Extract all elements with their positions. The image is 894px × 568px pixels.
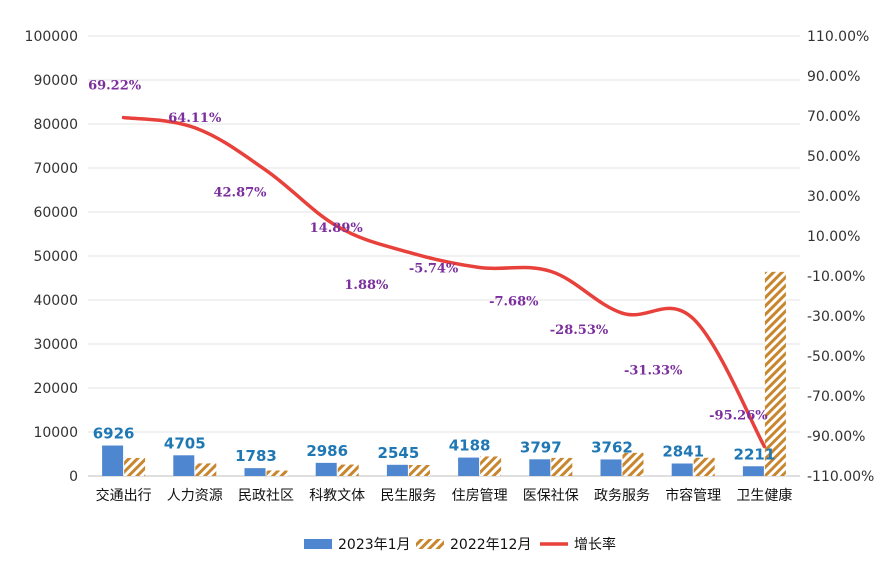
growth-rate-point xyxy=(549,269,553,273)
growth-rate-point xyxy=(406,250,410,254)
bar-2023-jan xyxy=(244,468,266,476)
rate-value-label: -28.53% xyxy=(550,323,609,338)
rate-value-label: 42.87% xyxy=(213,185,267,200)
legend: 2023年1月 2022年12月 增长率 xyxy=(304,536,616,553)
legend-swatch-2022-dec xyxy=(416,539,444,549)
left-tick-label: 80000 xyxy=(33,117,78,133)
category-label: 科教文体 xyxy=(309,488,365,504)
bar-labels: 6926 4705 1783 2986 2545 4188 3797 3762 2841 2211 xyxy=(93,425,776,466)
right-tick-label: 90.00% xyxy=(807,69,860,85)
growth-rate-path xyxy=(121,115,767,449)
right-tick-label: -50.00% xyxy=(807,349,865,365)
bar-value-label: 2986 xyxy=(306,442,348,460)
bar-2022-dec xyxy=(622,452,644,476)
legend-label-growth-rate: 增长率 xyxy=(574,536,616,553)
rate-value-label: -31.33% xyxy=(624,364,683,379)
growth-rate-point xyxy=(620,311,624,315)
bar-value-label: 2545 xyxy=(378,444,420,462)
category-axis: 交通出行 人力资源 民政社区 科教文体 民生服务 住房管理 医保社保 政务服务 市容管理 卫生健康 xyxy=(96,487,793,504)
left-tick-label: 90000 xyxy=(33,73,78,89)
bar-value-label: 2211 xyxy=(734,445,776,463)
legend-label-2022-dec: 2022年12月 xyxy=(450,537,531,553)
bar-2023-jan xyxy=(458,457,480,476)
rate-value-label: 64.11% xyxy=(168,111,222,126)
bar-2023-jan xyxy=(102,445,124,476)
category-label: 市容管理 xyxy=(665,487,721,504)
growth-rate-point xyxy=(478,265,482,269)
bar-value-label: 4188 xyxy=(449,437,491,455)
rate-value-label: 1.88% xyxy=(344,278,389,293)
right-tick-label: 110.00% xyxy=(807,29,869,45)
rate-value-label: 14.89% xyxy=(310,221,364,236)
bar-2022-dec xyxy=(764,271,786,476)
growth-rate-point xyxy=(762,445,766,449)
left-tick-label: 100000 xyxy=(25,29,78,45)
rate-value-label: 69.22% xyxy=(88,79,142,94)
bar-2023-jan xyxy=(529,459,551,476)
bar-value-label: 4705 xyxy=(164,434,206,452)
rate-value-label: -5.74% xyxy=(409,261,459,276)
right-tick-label: 50.00% xyxy=(807,149,860,165)
right-tick-label: -110.00% xyxy=(807,469,874,485)
growth-rate-point xyxy=(193,126,197,130)
category-label: 医保社保 xyxy=(523,488,579,504)
bar-value-label: 2841 xyxy=(662,442,704,460)
legend-label-2023-jan: 2023年1月 xyxy=(338,537,411,553)
growth-rate-point xyxy=(264,168,268,172)
right-tick-label: 10.00% xyxy=(807,229,860,245)
bar-2022-dec xyxy=(693,457,715,476)
right-axis: -110.00% -90.00% -70.00% -50.00% -30.00% -10.… xyxy=(807,29,874,485)
bar-2023-jan xyxy=(386,464,408,476)
bar-2022-dec xyxy=(408,465,430,476)
bar-2023-jan xyxy=(671,463,693,476)
left-tick-label: 20000 xyxy=(33,381,78,397)
category-label: 交通出行 xyxy=(96,487,152,504)
bar-value-label: 6926 xyxy=(93,425,135,443)
bar-value-label: 3762 xyxy=(591,438,633,456)
left-tick-label: 70000 xyxy=(33,161,78,177)
left-tick-label: 30000 xyxy=(33,337,78,353)
bar-2023-jan xyxy=(742,466,764,476)
gridlines xyxy=(88,35,800,477)
category-label: 政务服务 xyxy=(594,488,650,504)
bar-value-label: 3797 xyxy=(520,438,562,456)
category-label: 人力资源 xyxy=(167,488,223,504)
right-tick-label: 70.00% xyxy=(807,109,860,125)
rate-value-label: -7.68% xyxy=(489,294,539,309)
bar-2023-jan xyxy=(600,459,622,476)
bar-2022-dec xyxy=(266,470,288,476)
category-label: 卫生健康 xyxy=(736,487,792,504)
left-tick-label: 40000 xyxy=(33,293,78,309)
right-tick-label: -90.00% xyxy=(807,429,865,445)
bar-2022-dec xyxy=(195,463,217,476)
bars xyxy=(102,271,786,476)
bar-value-label: 1783 xyxy=(235,447,277,465)
left-tick-label: 50000 xyxy=(33,249,78,265)
growth-rate-point xyxy=(335,224,339,228)
rate-labels: 69.22% 64.11% 42.87% 14.89% 1.88% -5.74% -7.68… xyxy=(88,79,768,424)
growth-rate-point xyxy=(122,116,126,120)
category-label: 住房管理 xyxy=(452,488,508,504)
left-tick-label: 10000 xyxy=(33,425,78,441)
left-tick-label: 60000 xyxy=(33,205,78,221)
growth-rate-point xyxy=(691,317,695,321)
right-tick-label: -70.00% xyxy=(807,389,865,405)
growth-rate-line xyxy=(121,115,767,449)
category-label: 民生服务 xyxy=(380,488,436,504)
left-tick-label: 0 xyxy=(69,469,78,485)
left-axis: 0 10000 20000 30000 40000 50000 60000 70000 8000… xyxy=(25,29,78,485)
bar-2022-dec xyxy=(124,458,146,476)
category-label: 民政社区 xyxy=(238,488,294,504)
bar-2023-jan xyxy=(173,455,195,476)
right-tick-label: -30.00% xyxy=(807,309,865,325)
bar-2022-dec xyxy=(480,456,502,476)
bar-2022-dec xyxy=(337,464,359,476)
bar-2022-dec xyxy=(551,457,573,476)
legend-swatch-2023-jan xyxy=(304,539,332,549)
right-tick-label: -10.00% xyxy=(807,269,865,285)
right-tick-label: 30.00% xyxy=(807,189,860,205)
rate-value-label: -95.26% xyxy=(709,409,768,424)
bar-2023-jan xyxy=(315,462,337,476)
